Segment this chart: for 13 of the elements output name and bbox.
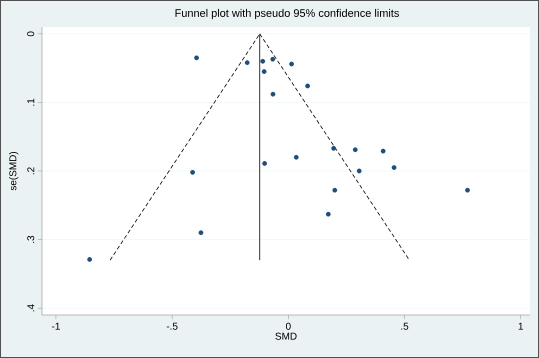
x-axis-title: SMD xyxy=(275,332,297,340)
x-tick-label: -.5 xyxy=(166,322,178,330)
y-tick-label: .3 xyxy=(27,236,34,243)
x-tick-label: -1 xyxy=(52,322,60,330)
x-tick-label: 1 xyxy=(518,322,524,330)
y-tick-label: .1 xyxy=(27,98,34,106)
y-tick-label: .2 xyxy=(27,167,34,174)
y-tick-label: 0 xyxy=(27,31,34,36)
x-tick-label: 0 xyxy=(286,322,291,330)
y-axis-title: se(SMD) xyxy=(9,152,18,190)
y-tick-label: .4 xyxy=(27,304,34,312)
chart-title: Funnel plot with pseudo 95% confidence limits xyxy=(176,8,399,20)
x-tick-label: .5 xyxy=(401,322,408,330)
